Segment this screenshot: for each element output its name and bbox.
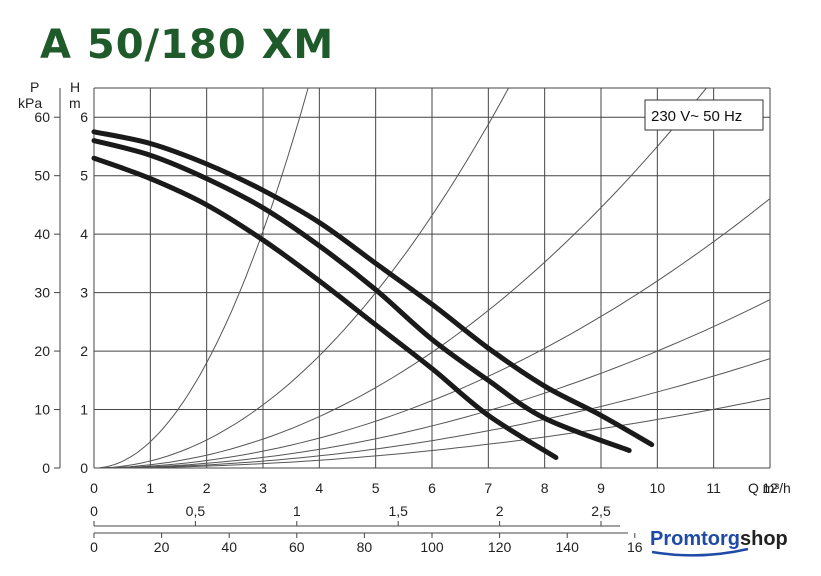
y-axis-left-label-p: P [30, 79, 39, 95]
x2-tick-label: 0,5 [186, 503, 206, 519]
y-axis-left-ticks: 0 10 20 30 40 50 60 [34, 109, 60, 476]
y-right-tick-label: 2 [80, 343, 88, 359]
brand-part1: Promtorg [650, 528, 740, 550]
y-left-tick-label: 40 [34, 226, 50, 242]
pump-curve [91, 155, 559, 460]
voltage-note-box [644, 99, 764, 131]
system-curve [99, 87, 510, 469]
y-left-tick-label: 30 [34, 285, 50, 301]
voltage-note: 230 V~ 50 Hz [651, 108, 742, 125]
x-tick-label: 10 [650, 480, 666, 496]
system-curve [99, 87, 309, 469]
x3-tick-label: 100 [420, 539, 444, 555]
brand-part2: shop [740, 528, 788, 550]
x3-tick-label: 0 [90, 539, 98, 555]
x3-tick-label: 20 [154, 539, 170, 555]
pump-curve [91, 129, 655, 448]
system-curve [99, 358, 771, 469]
y-axis-right-ticks: 0 1 2 3 4 5 6 [80, 109, 88, 476]
y-left-tick-label: 20 [34, 343, 50, 359]
x2-tick-label: 1 [293, 503, 301, 519]
system-curve [99, 198, 771, 469]
x2-tick-label: 2 [496, 503, 504, 519]
x-axis-tertiary-ticks: 0 20 40 60 80 100 120 140 16 [90, 532, 643, 555]
y-axis-right-label-h: H [70, 79, 80, 95]
y-axis-right-label-m: m [69, 95, 81, 111]
x-tick-label: 0 [90, 480, 98, 496]
x-tick-label: 7 [484, 480, 492, 496]
brand-underline [651, 547, 749, 557]
pump-curve [91, 138, 632, 453]
y-axis-left-label-kpa: kPa [18, 95, 42, 111]
y-right-tick-label: 5 [80, 168, 88, 184]
system-curve [99, 87, 707, 469]
x3-tick-label: 16 [627, 539, 643, 555]
x-tick-label: 11 [706, 480, 721, 496]
x3-tick-label: 60 [289, 539, 305, 555]
y-left-tick-label: 0 [42, 460, 50, 476]
x-tick-label: 8 [541, 480, 549, 496]
x-tick-label: 3 [259, 480, 267, 496]
x-tick-label: 1 [146, 480, 154, 496]
chart-title: A 50/180 XM [40, 22, 334, 68]
y-right-tick-label: 1 [80, 402, 88, 418]
x-axis-secondary-ticks: 0 0,5 1 1,5 2 2,5 [90, 503, 620, 527]
x-tick-label: 9 [597, 480, 605, 496]
x-tick-label: 4 [315, 480, 323, 496]
svg-text:Promtorgshop: Promtorgshop [650, 528, 788, 550]
system-curves [99, 87, 771, 469]
x-axis-label: Q m³/h [748, 480, 791, 496]
x-tick-label: 2 [203, 480, 211, 496]
system-curve [99, 299, 771, 469]
x3-tick-label: 80 [357, 539, 373, 555]
brand-logo: Promtorgshop [650, 528, 788, 557]
x2-tick-label: 1,5 [388, 503, 408, 519]
y-right-tick-label: 0 [80, 460, 88, 476]
x-tick-label: 6 [428, 480, 436, 496]
x2-tick-label: 0 [90, 503, 98, 519]
x3-tick-label: 40 [221, 539, 237, 555]
grid-lines [59, 87, 771, 469]
y-left-tick-label: 60 [34, 109, 50, 125]
pump-curves [91, 129, 655, 460]
x3-tick-label: 120 [488, 539, 512, 555]
x3-tick-label: 140 [556, 539, 580, 555]
y-left-tick-label: 50 [34, 168, 50, 184]
y-right-tick-label: 3 [80, 285, 88, 301]
x-tick-label: 12 [762, 480, 778, 496]
x-tick-label: 5 [372, 480, 380, 496]
x2-tick-label: 2,5 [591, 503, 611, 519]
y-left-tick-label: 10 [34, 402, 50, 418]
y-right-tick-label: 4 [80, 226, 88, 242]
system-curve [99, 397, 771, 469]
y-right-tick-label: 6 [80, 109, 88, 125]
x-axis-ticks: 0 1 2 3 4 5 6 7 8 9 10 11 12 [90, 480, 778, 496]
